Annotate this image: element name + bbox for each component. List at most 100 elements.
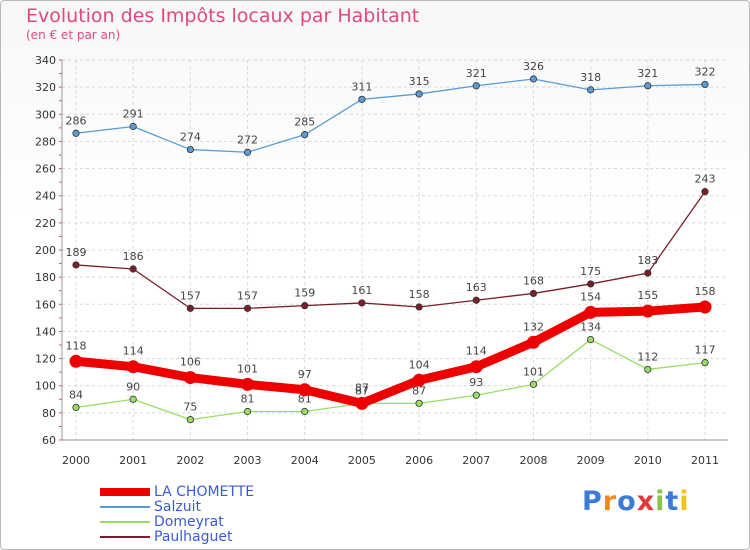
chart-title: Evolution des Impôts locaux par Habitant <box>26 5 420 27</box>
y-tick-label: 160 <box>35 298 56 311</box>
data-point <box>358 95 366 103</box>
y-tick-label: 240 <box>35 190 56 203</box>
data-point <box>186 304 194 312</box>
legend-label: Paulhaguet <box>154 529 233 545</box>
data-label: 104 <box>409 358 430 371</box>
data-label: 326 <box>523 60 544 73</box>
data-label: 183 <box>637 254 658 267</box>
data-label: 186 <box>123 250 144 263</box>
x-tick-label: 2005 <box>348 454 376 467</box>
x-tick-label: 2004 <box>291 454 319 467</box>
data-label: 321 <box>466 67 487 80</box>
x-tick-label: 2007 <box>462 454 490 467</box>
data-label: 311 <box>351 80 372 93</box>
logo-letter: P <box>582 486 603 517</box>
data-point <box>644 365 652 374</box>
data-label: 158 <box>695 285 716 298</box>
series-line-la-chomette <box>71 302 710 408</box>
data-point <box>69 354 83 368</box>
data-label: 318 <box>580 71 601 84</box>
y-tick-label: 340 <box>35 54 56 67</box>
data-point <box>126 360 140 374</box>
data-point <box>243 304 252 312</box>
x-tick-label: 2003 <box>234 454 262 467</box>
data-label: 175 <box>580 265 601 278</box>
data-point <box>587 335 595 344</box>
data-point <box>584 305 598 319</box>
data-label: 75 <box>183 401 197 414</box>
data-point <box>641 304 655 318</box>
data-label: 97 <box>298 368 312 381</box>
y-tick-label: 80 <box>42 407 56 420</box>
chart-subtitle: (en € et par an) <box>26 28 121 42</box>
legend-swatch <box>100 488 150 496</box>
data-point <box>644 82 652 90</box>
data-label: 84 <box>69 388 83 401</box>
legend-swatch <box>100 536 150 538</box>
legend-swatch <box>100 506 150 508</box>
series-line-paulhaguet <box>75 190 706 310</box>
x-tick-label: 2010 <box>634 454 662 467</box>
legend-label: Salzuit <box>154 499 201 515</box>
data-label: 118 <box>66 339 87 352</box>
legend-label: Domeyrat <box>154 514 224 530</box>
x-tick-label: 2001 <box>119 454 147 467</box>
data-point <box>412 373 426 387</box>
data-label: 321 <box>637 67 658 80</box>
data-point <box>526 335 540 349</box>
data-label: 90 <box>126 380 140 393</box>
data-label: 81 <box>241 393 255 406</box>
data-point <box>243 407 252 416</box>
y-tick-label: 220 <box>35 217 56 230</box>
data-label: 93 <box>469 376 483 389</box>
data-label: 101 <box>523 365 544 378</box>
data-label: 285 <box>294 116 315 129</box>
y-tick-label: 200 <box>35 244 56 257</box>
data-label: 168 <box>523 274 544 287</box>
data-point <box>472 82 480 90</box>
data-label: 322 <box>695 65 716 78</box>
legend-swatch <box>100 521 150 523</box>
data-point <box>301 302 309 310</box>
y-tick-label: 120 <box>35 353 56 366</box>
data-point <box>415 90 423 98</box>
data-label: 161 <box>351 284 372 297</box>
data-label: 286 <box>66 114 87 127</box>
data-label: 291 <box>123 108 144 121</box>
y-tick-label: 260 <box>35 163 56 176</box>
logo-letter: o <box>617 486 637 517</box>
data-label: 272 <box>237 133 258 146</box>
y-tick-label: 140 <box>35 325 56 338</box>
x-tick-label: 2006 <box>405 454 433 467</box>
data-point <box>415 303 423 311</box>
x-tick-label: 2008 <box>519 454 547 467</box>
data-point <box>72 403 80 412</box>
data-label: 315 <box>409 75 430 88</box>
y-tick-label: 280 <box>35 135 56 148</box>
data-label: 155 <box>637 289 658 302</box>
data-point <box>529 289 538 298</box>
data-point <box>415 399 423 407</box>
data-point <box>701 188 709 196</box>
y-tick-label: 180 <box>35 271 56 284</box>
logo-letter: t <box>665 486 680 517</box>
data-label: 274 <box>180 131 201 144</box>
data-label: 157 <box>237 289 258 302</box>
legend-label: LA CHOMETTE <box>154 484 255 500</box>
data-point <box>472 296 480 304</box>
legend-item-la-chomette: LA CHOMETTE <box>100 484 254 500</box>
data-point <box>186 416 194 424</box>
data-point <box>301 407 309 416</box>
data-point <box>72 261 80 269</box>
data-point <box>243 148 252 156</box>
data-label: 81 <box>298 393 312 406</box>
data-label: 154 <box>580 290 601 303</box>
data-label: 87 <box>355 384 369 397</box>
data-label: 114 <box>123 345 144 358</box>
x-tick-label: 2011 <box>691 454 719 467</box>
x-tick-label: 2009 <box>577 454 605 467</box>
series-line-domeyrat <box>75 338 706 421</box>
data-label: 134 <box>580 321 601 334</box>
logo-letter: i <box>679 486 690 517</box>
